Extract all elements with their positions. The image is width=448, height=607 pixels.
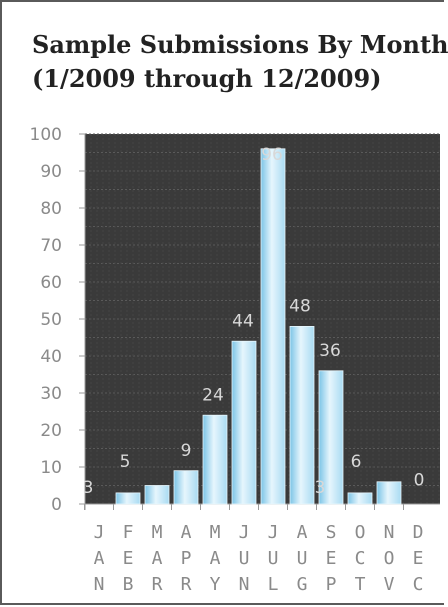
y-tick-label: 100 xyxy=(30,125,62,145)
data-label: 3 xyxy=(83,478,94,498)
data-label: 24 xyxy=(202,385,224,405)
y-tick-label: 50 xyxy=(40,310,62,330)
y-tick-label: 10 xyxy=(40,458,62,478)
chart-title: Sample Submissions By Month xyxy=(32,30,448,59)
y-tick-label: 0 xyxy=(51,495,62,515)
bar-nov xyxy=(376,481,402,505)
y-tick-label: 40 xyxy=(40,347,62,367)
data-label: 5 xyxy=(120,452,131,472)
y-tick-label: 70 xyxy=(40,236,62,256)
y-tick-label: 30 xyxy=(40,384,62,404)
y-tick-label: 20 xyxy=(40,421,62,441)
chart-title-block: Sample Submissions By Month (1/2009 thro… xyxy=(32,28,448,96)
y-tick-label: 60 xyxy=(40,273,62,293)
bar-aug xyxy=(289,325,315,505)
bar-apr xyxy=(173,470,199,505)
bar-sep xyxy=(318,370,344,505)
y-tick-label: 80 xyxy=(40,199,62,219)
x-tick-labels: J A N F E B M A R A P R M A Y J U N J U L A U G S E P O C T N O V D E C xyxy=(84,504,424,595)
data-label: 96 xyxy=(261,145,283,165)
bar-mar xyxy=(144,485,170,505)
data-label: 3 xyxy=(315,478,326,498)
y-tick-label: 90 xyxy=(40,162,62,182)
bar-jun xyxy=(231,340,257,505)
bar-jul xyxy=(260,148,286,505)
bar-may xyxy=(202,414,228,505)
data-label: 6 xyxy=(351,452,362,472)
data-label: 36 xyxy=(319,341,341,361)
bar-oct xyxy=(347,492,373,505)
data-label: 0 xyxy=(414,471,425,491)
data-label: 44 xyxy=(232,311,254,331)
data-label: 48 xyxy=(289,297,311,317)
data-label: 9 xyxy=(181,441,192,461)
chart-subtitle: (1/2009 through 12/2009) xyxy=(32,64,382,93)
bar-feb xyxy=(115,492,141,505)
y-tick-labels: 0 10 20 30 40 50 60 70 80 90 100 xyxy=(30,125,85,515)
bars xyxy=(115,148,402,505)
